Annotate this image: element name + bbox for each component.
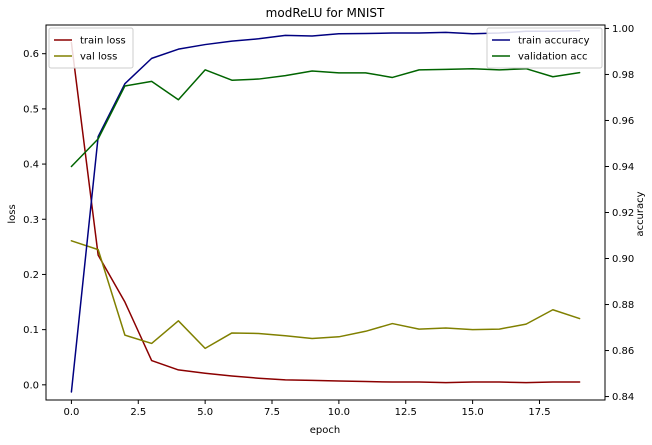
legend-entry-label: validation acc [518, 52, 588, 63]
series-line-val-loss [70, 240, 581, 350]
chart-title: modReLU for MNIST [266, 6, 385, 20]
legend-left: train loss val loss [48, 27, 134, 69]
y-right-tick-label: 0.84 [612, 392, 634, 403]
legend-entry-label: val loss [80, 52, 117, 63]
y-left-tick-label: 0.5 [23, 104, 39, 115]
legend-right-box [486, 27, 603, 69]
y-left-tick-label: 0.2 [23, 270, 39, 281]
legend-right: train accuracy validation acc [486, 27, 603, 69]
y-left-tick-label: 0.0 [23, 380, 39, 391]
legend-entry-label: train accuracy [518, 36, 590, 47]
series-line-validation-acc [70, 67, 581, 168]
x-tick-label: 0.0 [63, 407, 79, 418]
y-right-tick-label: 0.86 [612, 346, 634, 357]
x-axis-label: epoch [310, 425, 340, 436]
y-left-tick-label: 0.4 [23, 160, 39, 171]
x-tick-label: 5.0 [197, 407, 213, 418]
y-left-tick-label: 0.6 [23, 49, 39, 60]
y-axis-left-label: loss [7, 204, 18, 223]
x-tick-label: 15.0 [461, 407, 483, 418]
series-line-train-loss [70, 41, 581, 384]
x-tick-label: 7.5 [264, 407, 280, 418]
legend-left-box [48, 27, 134, 69]
y-axis-right-label: accuracy [635, 191, 646, 236]
y-right-tick-label: 0.92 [612, 208, 634, 219]
x-tick-label: 2.5 [130, 407, 146, 418]
x-tick-label: 10.0 [328, 407, 350, 418]
y-left-tick-label: 0.1 [23, 325, 39, 336]
y-right-tick-label: 0.96 [612, 116, 634, 127]
y-right-tick-label: 0.98 [612, 70, 634, 81]
legend-entry-label: train loss [80, 36, 126, 47]
y-right-tick-label: 0.88 [612, 300, 634, 311]
y-left-tick-label: 0.3 [23, 215, 39, 226]
y-right-tick-label: 1.00 [612, 24, 634, 35]
y-right-tick-label: 0.90 [612, 254, 634, 265]
plot-area: 0.0 2.5 5.0 7.5 10.0 12.5 15.0 17.5 0.0 0.1 0.2 0.3… [23, 24, 634, 418]
y-right-tick-label: 0.94 [612, 162, 634, 173]
x-tick-label: 17.5 [528, 407, 550, 418]
x-tick-label: 12.5 [395, 407, 417, 418]
